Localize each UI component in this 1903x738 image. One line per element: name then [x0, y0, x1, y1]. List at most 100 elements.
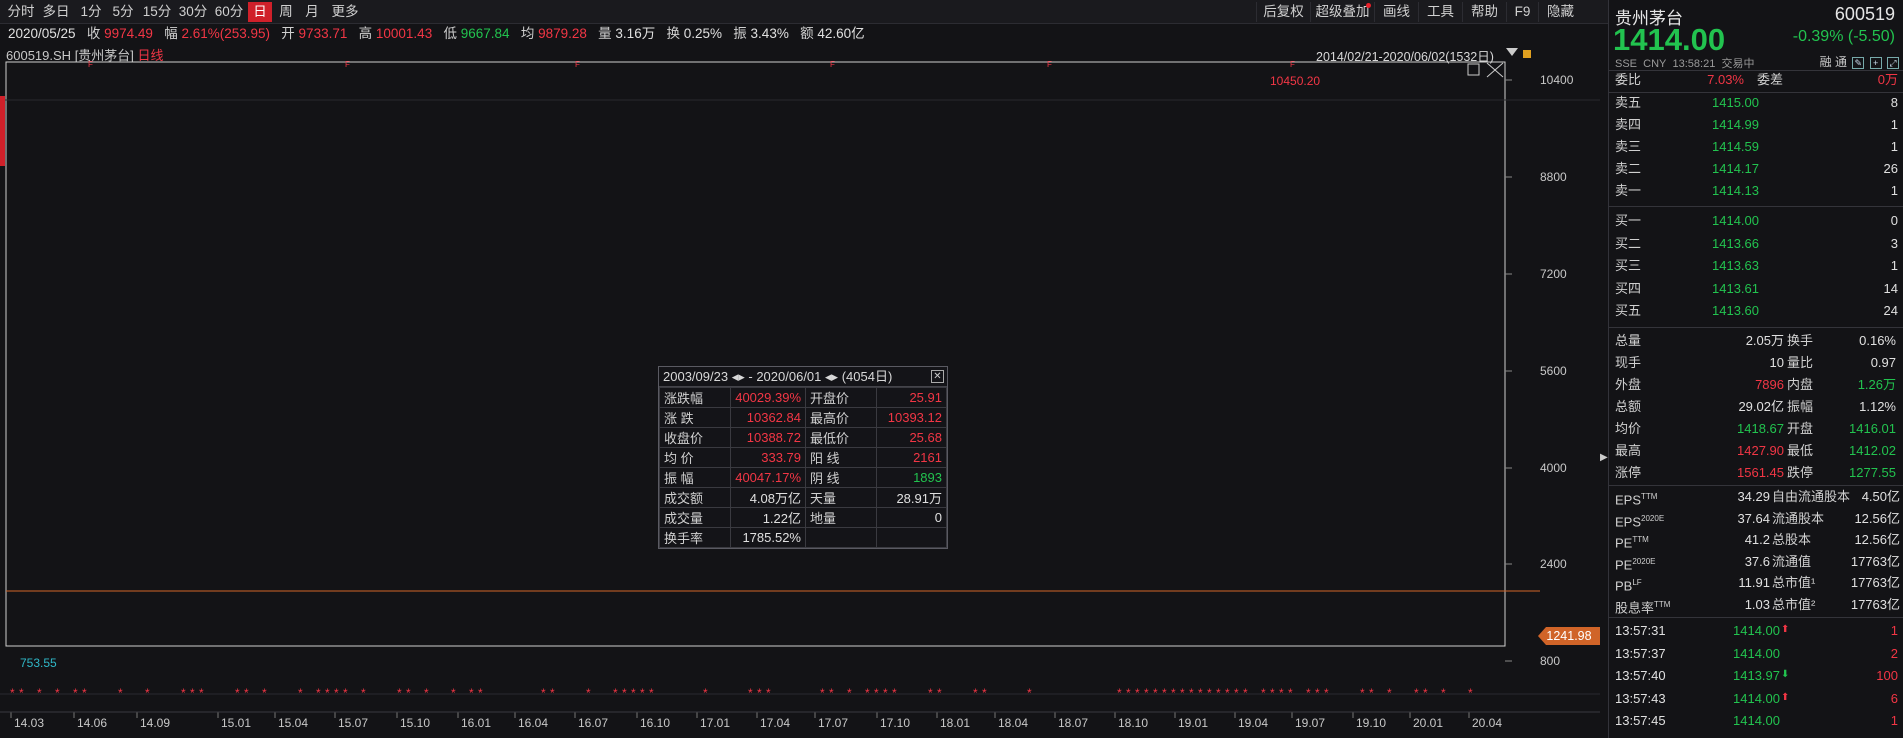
stats-start-arrows-icon[interactable]: ◂▸ — [731, 369, 745, 384]
period-button-2[interactable]: 1分 — [80, 4, 102, 19]
kline-chart-svg[interactable]: 10400 8800 7200 5600 4000 2400 800 14.03 14.06 14… — [0, 44, 1600, 738]
signal-star: * — [1171, 686, 1176, 700]
tick-volume: 2 — [1890, 645, 1898, 661]
toolbar-button-3[interactable]: 工具 — [1418, 2, 1462, 22]
stats-end-arrows-icon[interactable]: ◂▸ — [825, 369, 839, 384]
quote-stat-row: 最高 1427.90 最低 1412.02 — [1609, 440, 1903, 462]
bid-volume: 3 — [1890, 235, 1898, 251]
stats-value: 40029.39% — [730, 387, 806, 408]
period-button-7[interactable]: 日 — [248, 2, 272, 22]
period-button-9[interactable]: 月 — [305, 4, 319, 19]
toolbar-button-6[interactable]: 隐藏 — [1538, 2, 1582, 22]
period-button-0[interactable]: 分时 — [7, 4, 35, 19]
quote-tags: 融 通 ✎ + ⤢ — [1820, 53, 1899, 70]
info-amp-label: 振 — [733, 26, 747, 41]
signal-star: * — [1441, 686, 1446, 700]
toolbar-button-2[interactable]: 画线 — [1374, 2, 1418, 22]
metric-name: 股息率TTM — [1615, 599, 1671, 615]
metric-name: PE2020E — [1615, 556, 1656, 572]
ask-price: 1414.59 — [1712, 139, 1759, 154]
info-amount: 42.60亿 — [817, 26, 865, 41]
plus-icon[interactable]: + — [1869, 56, 1882, 69]
arrow-up-icon: ⬆ — [1781, 691, 1790, 703]
stat-value: 2.05万 — [1745, 333, 1784, 348]
metric-superscript: TTM — [1654, 599, 1671, 609]
period-button-3[interactable]: 5分 — [112, 4, 134, 19]
left-edge-tab — [0, 96, 5, 166]
bid-volume: 0 — [1890, 213, 1898, 228]
info-high-label: 高 — [358, 26, 373, 41]
fundamental-row: PETTM 41.2 总股本 12.56亿 — [1609, 529, 1903, 551]
x-tick-label: 16.01 — [461, 716, 491, 730]
stat-key: 换手 — [1787, 333, 1814, 348]
tick-price: 1414.00 — [1733, 690, 1780, 706]
signal-star: * — [73, 686, 78, 700]
toolbar-button-0[interactable]: 后复权 — [1256, 2, 1310, 22]
signal-star: * — [118, 686, 123, 700]
y-tick-label: 4000 — [1540, 461, 1567, 475]
stat-value: 7896 — [1755, 377, 1784, 392]
x-tick-label: 16.10 — [640, 716, 670, 730]
expand-icon[interactable]: ⤢ — [1887, 56, 1899, 69]
panel-divider — [1609, 92, 1903, 93]
fundamental-row: PBLF 11.91 总市值¹ 17763亿 — [1609, 572, 1903, 594]
stock-code: 600519 — [1834, 4, 1895, 24]
fundamental-row: EPS2020E 37.64 流通股本 12.56亿 — [1609, 508, 1903, 530]
x-tick-label: 18.04 — [998, 716, 1028, 730]
stats-key: 涨跌幅 — [658, 387, 732, 408]
signal-star: * — [1198, 686, 1203, 700]
period-button-1[interactable]: 多日 — [42, 4, 70, 19]
min-price-label: 753.55 — [20, 656, 57, 670]
stat-value: 0.16% — [1859, 333, 1896, 348]
tag-connect[interactable]: 通 — [1834, 55, 1847, 69]
stats-value: 4.08万亿 — [730, 487, 806, 508]
stats-key: 地量 — [804, 507, 878, 528]
signal-star: * — [766, 686, 771, 700]
tag-margin[interactable]: 融 — [1819, 55, 1832, 69]
stats-table: 涨跌幅 40029.39% 开盘价 25.91 涨 跌 10362.84 最高价 10393.… — [658, 387, 947, 548]
toolbar-button-5[interactable]: F9 — [1506, 2, 1538, 22]
period-button-4[interactable]: 15分 — [142, 4, 172, 19]
bid-label: 买二 — [1615, 235, 1642, 251]
stats-start-date: 2003/09/23 — [663, 369, 729, 384]
signal-star: * — [1162, 686, 1167, 700]
toolbar-button-4[interactable]: 帮助 — [1462, 2, 1506, 22]
signal-star: * — [874, 686, 879, 700]
ask-label: 卖四 — [1615, 117, 1642, 132]
stats-row: 振 幅 40047.17% 阴 线 1893 — [658, 467, 947, 488]
signal-star: * — [1144, 686, 1149, 700]
x-tick-label: 20.04 — [1472, 716, 1502, 730]
notification-dot-icon — [1366, 3, 1371, 8]
current-price-tag: 1241.98 — [1538, 627, 1600, 645]
info-change: 2.61%(253.95) — [181, 26, 271, 41]
stats-value: 28.91万 — [876, 487, 947, 508]
toolbar-button-1[interactable]: 超级叠加 — [1310, 2, 1374, 22]
quote-stat-row: 均价 1418.67 开盘 1416.01 — [1609, 418, 1903, 440]
period-button-5[interactable]: 30分 — [178, 4, 208, 19]
signal-star: * — [334, 686, 339, 700]
info-avg: 9879.28 — [538, 26, 587, 41]
signal-star: * — [631, 686, 636, 700]
chart-frame — [5, 61, 1506, 647]
period-button-10[interactable]: 更多 — [331, 4, 359, 19]
stats-value: 25.68 — [876, 427, 947, 448]
x-tick-label: 14.03 — [14, 716, 44, 730]
kline-chart[interactable]: 10400 8800 7200 5600 4000 2400 800 14.03 14.06 14… — [0, 44, 1600, 738]
bid-row: 买四 1413.61 14 — [1609, 278, 1903, 300]
signal-star: * — [10, 686, 15, 700]
stat-value: 29.02亿 — [1738, 399, 1784, 414]
metric-value: 11.91 — [1738, 575, 1770, 590]
edit-icon[interactable]: ✎ — [1852, 56, 1865, 69]
stats-row: 均 价 333.79 阳 线 2161 — [658, 447, 947, 468]
period-button-8[interactable]: 周 — [279, 4, 293, 19]
panel-toggle-icon[interactable]: ▶ — [1600, 452, 1608, 463]
signal-star: * — [406, 686, 411, 700]
quote-stat-row: 涨停 1561.45 跌停 1277.55 — [1609, 462, 1903, 484]
signal-star: * — [865, 686, 870, 700]
info-vol-label: 量 — [598, 26, 612, 41]
stat-value: 1427.90 — [1737, 443, 1784, 458]
signal-star: * — [622, 686, 627, 700]
stat-key: 开盘 — [1787, 421, 1814, 436]
period-button-6[interactable]: 60分 — [214, 4, 244, 19]
close-icon[interactable]: ✕ — [931, 370, 944, 383]
